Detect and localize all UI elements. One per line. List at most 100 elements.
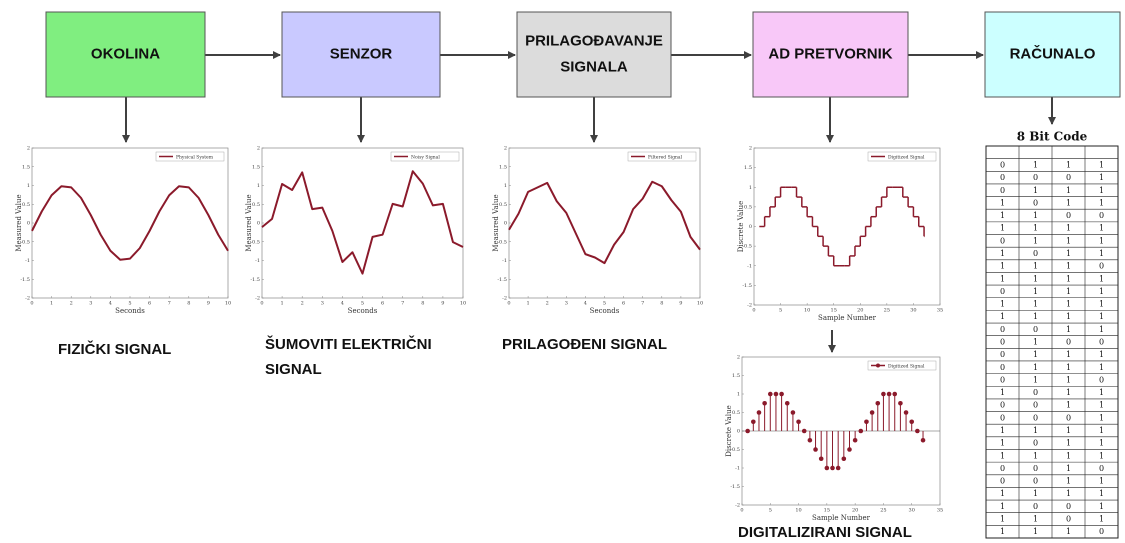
mini-chart: -2 -1.5 -1 -0.5 0 0.5 1 1.5 2 0 1 2 3 4 5 6 7 8 9 10 Seconds… (492, 146, 703, 316)
y-axis-label: Measured Value (492, 194, 500, 251)
stem-head (773, 391, 779, 397)
table-cell: 1 (1066, 477, 1071, 486)
stem-head (751, 419, 756, 425)
table-cell: 1 (1066, 464, 1071, 473)
table-cell: 0 (1099, 262, 1104, 271)
table-cell: 1 (1033, 160, 1038, 169)
table-cell: 0 (1099, 211, 1104, 220)
stem-head (830, 465, 835, 471)
y-tick-label: 2 (27, 146, 30, 152)
table-cell: 1 (1000, 426, 1005, 435)
table-cell: 1 (1099, 249, 1104, 258)
y-tick-label: 0 (504, 221, 507, 227)
table-cell: 0 (1000, 325, 1005, 334)
table-cell: 1 (1033, 186, 1038, 195)
table-cell: 1 (1099, 515, 1104, 524)
y-tick-label: 0.5 (22, 202, 30, 208)
x-tick-label: 5 (361, 301, 364, 307)
table-cell: 1 (1099, 274, 1104, 283)
x-tick-label: 9 (207, 301, 210, 307)
table-cell: 1 (1000, 388, 1005, 397)
table-cell: 1 (1033, 489, 1038, 498)
stem-head (847, 447, 852, 452)
table-cell: 1 (1066, 262, 1071, 271)
table-cell: 0 (1099, 464, 1104, 473)
legend-text: Filtered Signal (648, 154, 683, 160)
box-label: OKOLINA (91, 45, 160, 62)
table-cell: 1 (1066, 300, 1071, 309)
table-cell: 1 (1066, 274, 1071, 283)
stem-head (813, 447, 818, 452)
caption: SIGNAL (265, 361, 322, 378)
table-cell: 0 (1000, 160, 1005, 169)
x-tick-label: 25 (880, 508, 886, 514)
table-cell: 0 (1033, 439, 1038, 448)
x-tick-label: 3 (321, 301, 324, 307)
x-tick-label: 35 (937, 508, 943, 514)
table-cell: 1 (1066, 426, 1071, 435)
signal-line (508, 180, 701, 265)
x-tick-label: 0 (507, 301, 510, 307)
mini-chart: -2 -1.5 -1 -0.5 0 0.5 1 1.5 2 0 1 2 3 4 5 6 7 8 9 10 Seconds… (245, 146, 466, 316)
table-cell: 0 (1066, 413, 1071, 422)
x-tick-label: 6 (148, 301, 151, 307)
table-cell: 1 (1066, 451, 1071, 460)
x-tick-label: 10 (225, 301, 231, 307)
stem-head (818, 456, 824, 462)
table-cell: 0 (1033, 464, 1038, 473)
plot-frame (31, 147, 229, 299)
legend-text: Noisy Signal (411, 154, 440, 160)
process-box (984, 11, 1121, 98)
x-tick-label: 5 (603, 301, 606, 307)
table-cell: 0 (1099, 375, 1104, 384)
stem-head (852, 437, 858, 443)
table-cell: 1 (1000, 198, 1005, 207)
x-tick-label: 1 (281, 301, 284, 307)
table-cell: 1 (1000, 439, 1005, 448)
table-cell: 1 (1066, 350, 1071, 359)
x-tick-label: 3 (89, 301, 92, 307)
table-cell: 0 (1000, 186, 1005, 195)
table-cell: 1 (1066, 186, 1071, 195)
y-tick-label: 2 (504, 146, 507, 152)
y-tick-label: -1 (25, 258, 30, 264)
process-box (45, 11, 206, 98)
y-tick-label: -1 (255, 258, 260, 264)
table-cell: 1 (1066, 527, 1071, 536)
y-tick-label: -1 (747, 263, 752, 269)
y-tick-label: -2 (735, 503, 740, 509)
table-cell: 0 (1033, 502, 1038, 511)
stem-head (762, 400, 767, 406)
x-tick-label: 9 (441, 301, 444, 307)
stem-head (835, 465, 841, 471)
x-tick-label: 0 (30, 301, 33, 307)
x-tick-label: 9 (679, 301, 682, 307)
x-tick-label: 5 (128, 301, 131, 307)
table-cell: 1 (1099, 173, 1104, 182)
table-cell: 0 (1000, 401, 1005, 410)
table-cell: 0 (1000, 350, 1005, 359)
table-cell: 1 (1066, 224, 1071, 233)
x-tick-label: 8 (187, 301, 190, 307)
table-cell: 1 (1000, 515, 1005, 524)
table-cell: 0 (1000, 477, 1005, 486)
x-tick-label: 20 (857, 308, 863, 314)
stem-head (779, 391, 784, 397)
y-tick-label: -1 (735, 466, 740, 472)
x-tick-label: 30 (910, 308, 916, 314)
y-tick-label: -0.5 (730, 447, 740, 453)
table-cell: 1 (1066, 198, 1071, 207)
y-tick-label: 1 (504, 183, 507, 189)
table-cell: 0 (1033, 413, 1038, 422)
table-cell: 1 (1099, 325, 1104, 334)
y-tick-label: -0.5 (250, 239, 260, 245)
stem-head (864, 419, 869, 425)
table-cell: 1 (1099, 236, 1104, 245)
legend-box (867, 151, 937, 162)
table-cell: 1 (1066, 439, 1071, 448)
table-cell: 1 (1033, 350, 1038, 359)
x-tick-label: 3 (565, 301, 568, 307)
table-cell: 0 (1066, 515, 1071, 524)
table-cell: 1 (1066, 312, 1071, 321)
table-cell: 0 (1033, 198, 1038, 207)
